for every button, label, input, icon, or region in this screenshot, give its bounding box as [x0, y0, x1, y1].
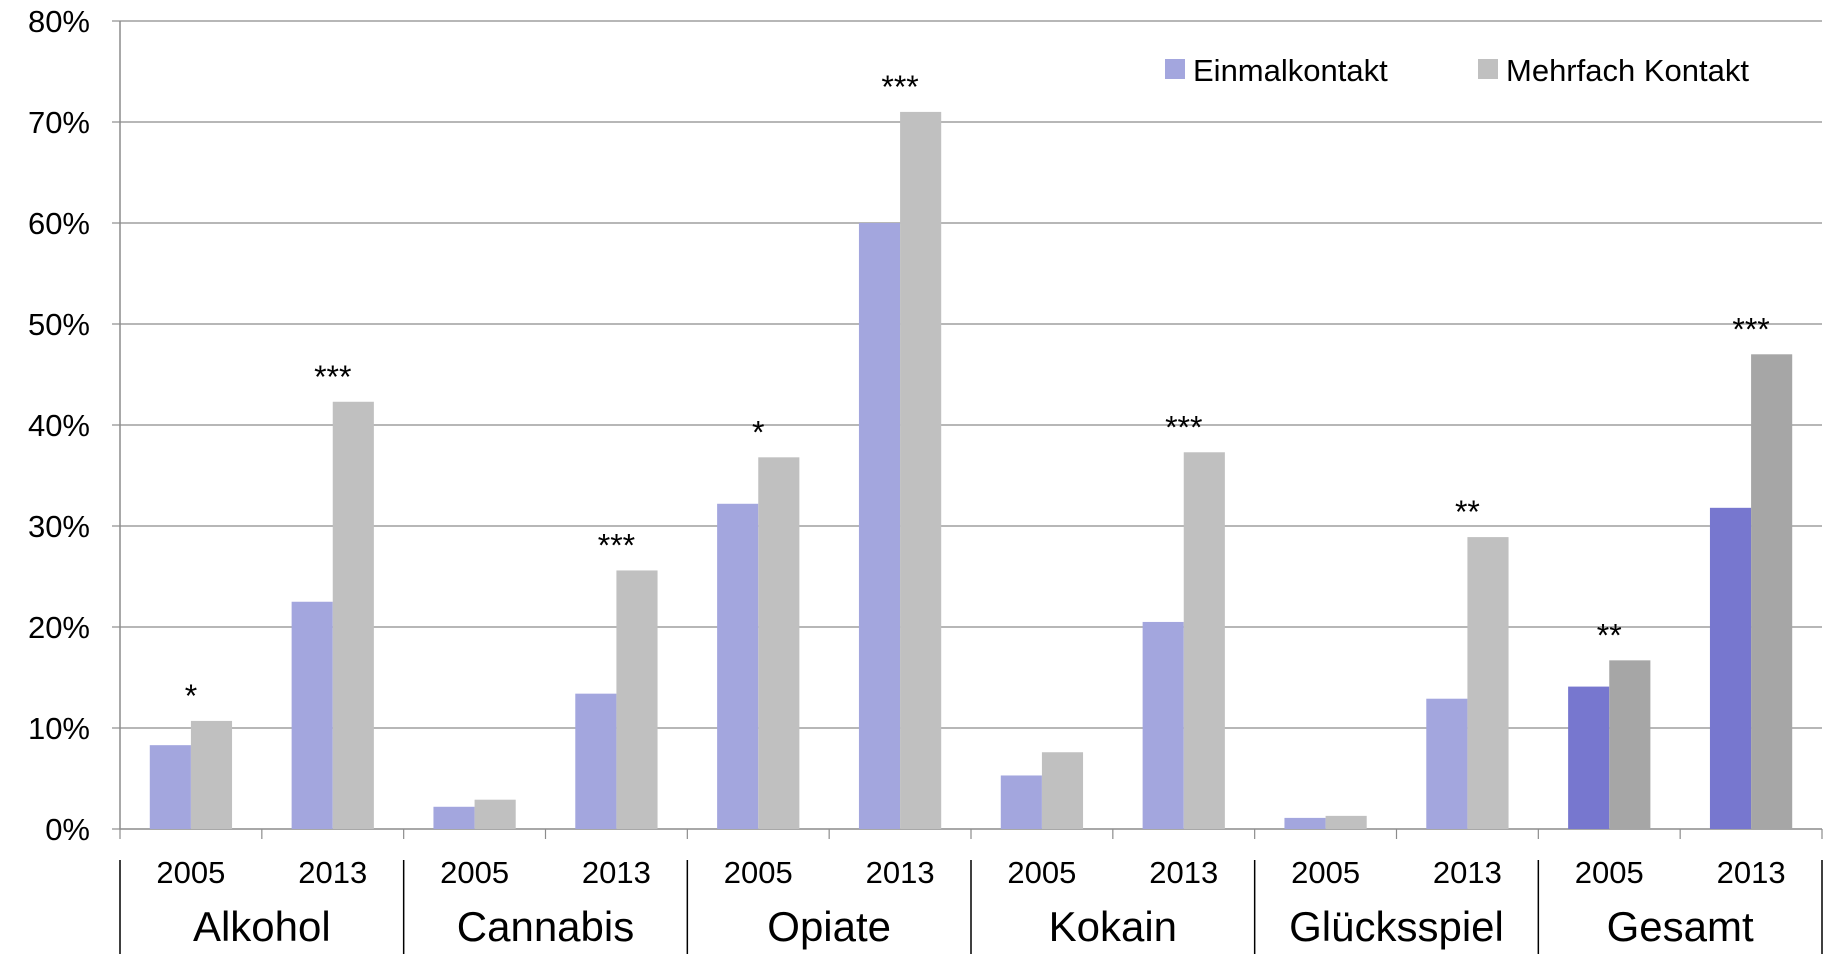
significance-label: ** — [1455, 494, 1480, 530]
significance-label: *** — [314, 359, 351, 395]
x-year-label: 2005 — [1291, 855, 1360, 890]
y-tick-label: 20% — [28, 610, 90, 645]
bar-einmalkontakt — [1709, 507, 1752, 829]
legend-swatch-mehrfach-kontakt — [1478, 59, 1498, 79]
y-tick-label: 0% — [45, 812, 90, 847]
y-tick-label: 40% — [28, 408, 90, 443]
y-tick-label: 70% — [28, 105, 90, 140]
bar-einmalkontakt — [717, 503, 759, 829]
significance-label: *** — [881, 69, 918, 105]
bar-mehrfach-kontakt — [616, 570, 658, 829]
bar-mehrfach-kontakt — [1751, 354, 1793, 829]
y-tick-label: 50% — [28, 307, 90, 342]
significance-label: *** — [1732, 311, 1769, 347]
x-year-label: 2013 — [1717, 855, 1786, 890]
y-tick-label: 10% — [28, 711, 90, 746]
bar-einmalkontakt — [1142, 621, 1184, 829]
legend-swatch-einmalkontakt — [1165, 59, 1185, 79]
bar-mehrfach-kontakt — [1041, 752, 1084, 829]
bar-einmalkontakt — [149, 745, 191, 829]
x-year-label: 2013 — [866, 855, 935, 890]
bar-einmalkontakt — [575, 693, 617, 829]
bar-mehrfach-kontakt — [1609, 660, 1651, 829]
x-year-label: 2013 — [1433, 855, 1502, 890]
bar-mehrfach-kontakt — [332, 401, 374, 829]
y-tick-label: 60% — [28, 206, 90, 241]
x-year-label: 2013 — [298, 855, 367, 890]
x-year-label: 2013 — [582, 855, 651, 890]
x-year-label: 2005 — [724, 855, 793, 890]
bar-einmalkontakt — [433, 806, 475, 829]
significance-label: *** — [598, 527, 635, 563]
bar-mehrfach-kontakt — [1325, 815, 1367, 829]
bar-mehrfach-kontakt — [190, 720, 233, 829]
significance-label: ** — [1597, 617, 1622, 653]
bar-mehrfach-kontakt — [474, 799, 516, 829]
bar-einmalkontakt — [1568, 686, 1610, 829]
x-group-label: Opiate — [767, 903, 891, 950]
x-group-label: Gesamt — [1607, 903, 1754, 950]
bar-mehrfach-kontakt — [1183, 452, 1225, 829]
bar-einmalkontakt — [1426, 698, 1468, 829]
bar-mehrfach-kontakt — [900, 111, 942, 829]
bar-einmalkontakt — [291, 601, 333, 829]
x-group-label: Cannabis — [457, 903, 634, 950]
bar-mehrfach-kontakt — [1467, 537, 1509, 829]
x-group-label: Glücksspiel — [1289, 903, 1504, 950]
bar-einmalkontakt — [1000, 775, 1042, 829]
y-tick-label: 30% — [28, 509, 90, 544]
x-year-label: 2005 — [1575, 855, 1644, 890]
x-group-label: Alkohol — [193, 903, 331, 950]
x-year-label: 2013 — [1149, 855, 1218, 890]
bar-einmalkontakt — [1284, 817, 1326, 829]
legend-label-einmalkontakt: Einmalkontakt — [1193, 53, 1388, 88]
significance-label: * — [185, 678, 197, 714]
bar-einmalkontakt — [858, 223, 901, 829]
significance-label: * — [752, 414, 764, 450]
y-tick-label: 80% — [28, 4, 90, 39]
legend-label-mehrfach-kontakt: Mehrfach Kontakt — [1506, 53, 1749, 88]
x-group-label: Kokain — [1049, 903, 1177, 950]
x-year-label: 2005 — [440, 855, 509, 890]
x-year-label: 2005 — [1007, 855, 1076, 890]
significance-label: *** — [1165, 409, 1202, 445]
x-year-label: 2005 — [156, 855, 225, 890]
bar-mehrfach-kontakt — [758, 457, 800, 829]
